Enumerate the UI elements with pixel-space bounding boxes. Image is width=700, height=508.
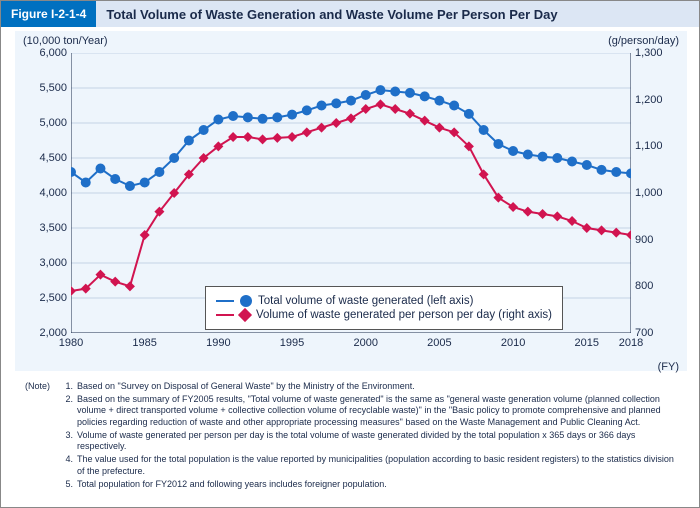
x-tick: 2010 bbox=[501, 337, 525, 349]
x-tick: 2015 bbox=[575, 337, 599, 349]
legend: Total volume of waste generated (left ax… bbox=[205, 286, 563, 330]
y2-tick: 900 bbox=[635, 234, 679, 246]
note-row: 5.Total population for FY2012 and follow… bbox=[57, 479, 677, 491]
note-row: 3.Volume of waste generated per person p… bbox=[57, 430, 677, 453]
y2-tick: 1,200 bbox=[635, 94, 679, 106]
x-tick: 2000 bbox=[353, 337, 377, 349]
x-tick: 1985 bbox=[132, 337, 156, 349]
y1-tick: 3,000 bbox=[23, 257, 67, 269]
x-tick: 2005 bbox=[427, 337, 451, 349]
x-tick: 1980 bbox=[59, 337, 83, 349]
x-tick: 2018 bbox=[619, 337, 643, 349]
x-axis-label: (FY) bbox=[658, 361, 679, 373]
x-tick: 1995 bbox=[280, 337, 304, 349]
y1-tick: 4,000 bbox=[23, 187, 67, 199]
x-tick: 1990 bbox=[206, 337, 230, 349]
footnotes: (Note) 1.Based on "Survey on Disposal of… bbox=[25, 381, 677, 491]
y1-tick: 6,000 bbox=[23, 47, 67, 59]
chart-area: (10,000 ton/Year) (g/person/day) 2,0002,… bbox=[15, 31, 687, 371]
y1-tick: 2,500 bbox=[23, 292, 67, 304]
y1-tick: 4,500 bbox=[23, 152, 67, 164]
legend-item: Volume of waste generated per person per… bbox=[216, 309, 552, 321]
y2-axis-label: (g/person/day) bbox=[608, 35, 679, 47]
figure-tag: Figure I-2-1-4 bbox=[1, 1, 96, 27]
y2-tick: 1,000 bbox=[635, 187, 679, 199]
notes-lead: (Note) bbox=[25, 381, 57, 491]
note-row: 2.Based on the summary of FY2005 results… bbox=[57, 394, 677, 429]
title-row: Figure I-2-1-4 Total Volume of Waste Gen… bbox=[1, 1, 699, 27]
y2-tick: 1,100 bbox=[635, 140, 679, 152]
legend-item: Total volume of waste generated (left ax… bbox=[216, 295, 552, 307]
figure-container: Figure I-2-1-4 Total Volume of Waste Gen… bbox=[0, 0, 700, 508]
y1-axis-label: (10,000 ton/Year) bbox=[23, 35, 108, 47]
note-row: 4.The value used for the total populatio… bbox=[57, 454, 677, 477]
y1-tick: 3,500 bbox=[23, 222, 67, 234]
y2-tick: 800 bbox=[635, 280, 679, 292]
y1-tick: 5,000 bbox=[23, 117, 67, 129]
y1-tick: 5,500 bbox=[23, 82, 67, 94]
y2-tick: 1,300 bbox=[635, 47, 679, 59]
note-row: 1.Based on "Survey on Disposal of Genera… bbox=[57, 381, 677, 393]
notes-body: 1.Based on "Survey on Disposal of Genera… bbox=[57, 381, 677, 491]
figure-title: Total Volume of Waste Generation and Was… bbox=[96, 1, 699, 27]
